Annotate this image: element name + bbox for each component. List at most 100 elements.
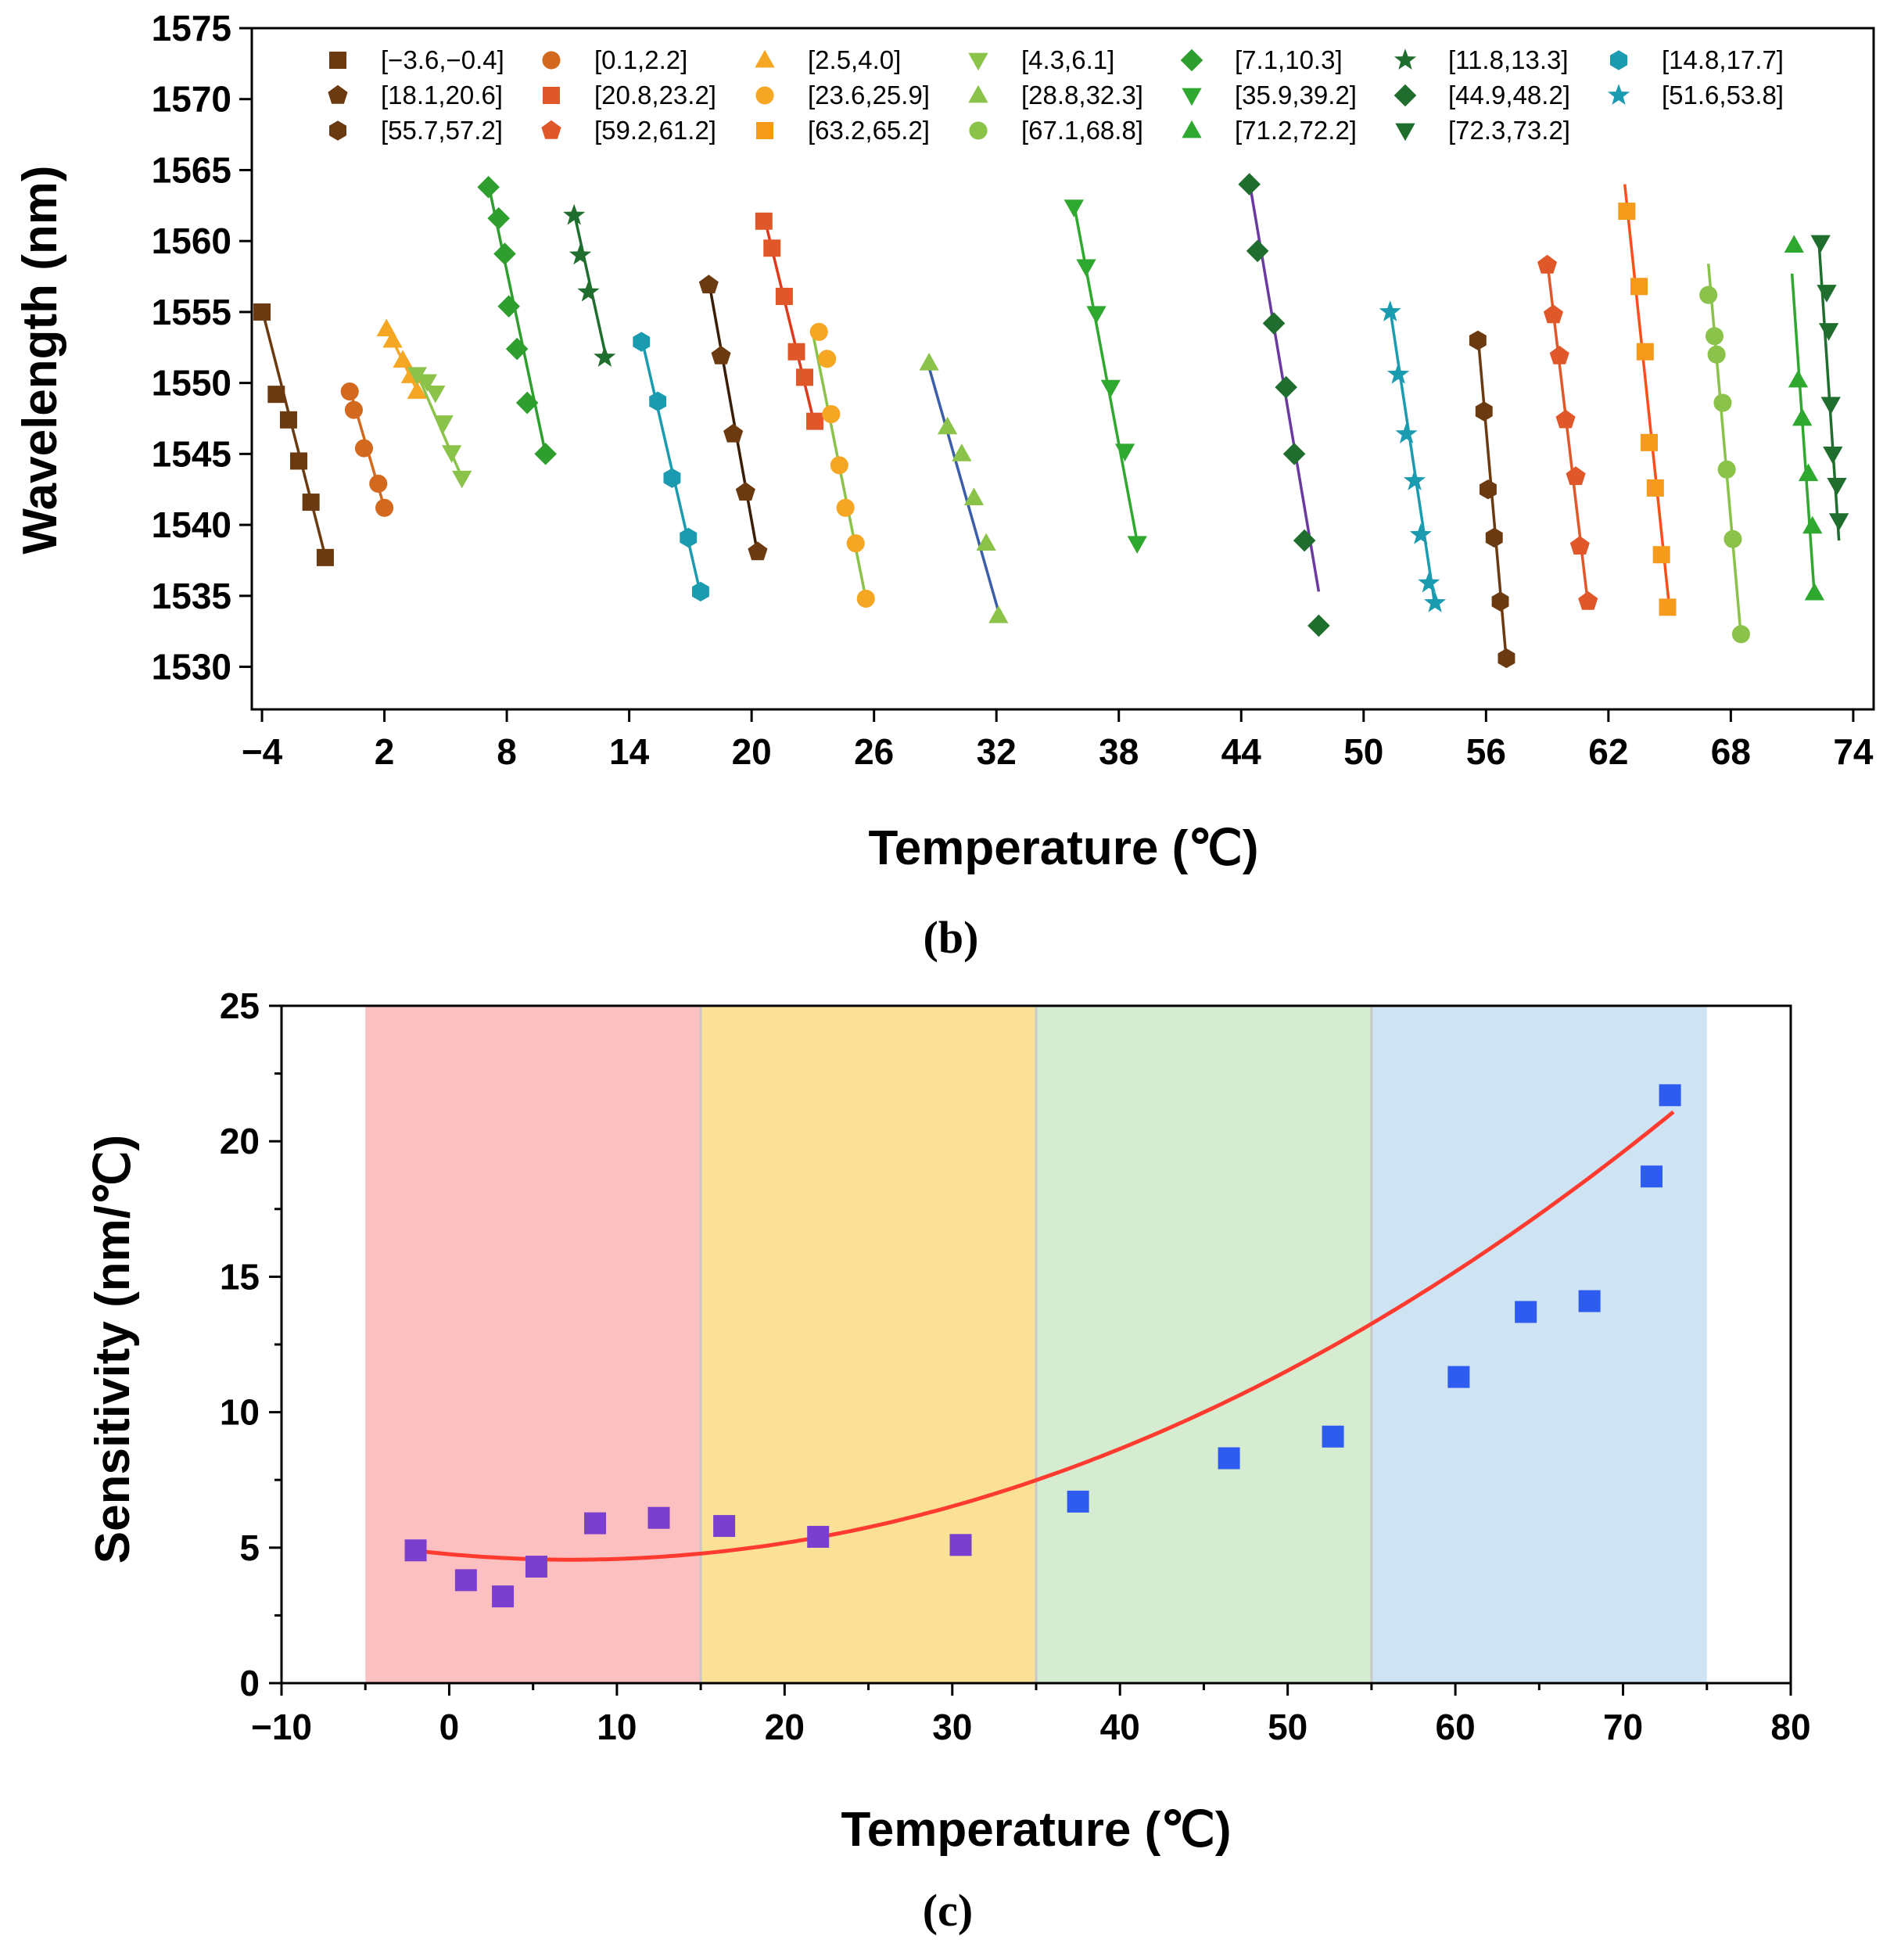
series-7-point: [692, 581, 709, 601]
fit-line-19: [1790, 273, 1817, 596]
x-tick-label: 38: [1099, 731, 1139, 772]
series-18-point: [1705, 327, 1724, 346]
series-8-point: [711, 346, 731, 364]
legend-label: [2.5,4.0]: [808, 45, 901, 74]
series-17-point: [1618, 203, 1636, 221]
series-14-point: [1424, 591, 1447, 612]
series-14-point: [1418, 571, 1440, 593]
panel-b-y-axis-title: Wavelength (nm): [13, 165, 67, 554]
series-16-point: [1569, 536, 1590, 555]
series-9-point: [806, 412, 824, 430]
legend-label: [11.8,13.3]: [1448, 45, 1569, 74]
series-14-point: [1387, 362, 1410, 384]
series-17-point: [1652, 546, 1670, 564]
series-8-point: [735, 482, 755, 501]
series-15-point: [1497, 648, 1515, 669]
y-tick-label: 1555: [152, 292, 231, 332]
series-9-point: [775, 287, 793, 305]
series-13-point: [1246, 239, 1269, 263]
series-12-point: [1063, 199, 1084, 217]
series-11-point: [988, 605, 1009, 623]
panel-b-caption: (b): [924, 912, 979, 963]
sensitivity-point: [1659, 1084, 1681, 1107]
series-12-point: [1086, 306, 1107, 324]
series-13-point: [1293, 529, 1316, 552]
series-2-point: [340, 382, 359, 401]
sensitivity-point: [492, 1585, 515, 1608]
series-2-point: [354, 439, 374, 458]
series-11-point: [937, 416, 958, 435]
x-tick-label: −10: [251, 1707, 312, 1747]
series-16-point: [1537, 254, 1558, 274]
series-14-point: [1379, 300, 1401, 321]
x-tick-label: −4: [242, 731, 283, 772]
x-tick-label: 2: [375, 731, 395, 772]
panel-b-wavelength-chart: −4 2 8 14 20 26 32 38 44 50 56 62 68 74 1530153515401…: [13, 8, 1875, 963]
series-10-point: [822, 405, 841, 424]
series-11-point: [963, 487, 985, 505]
series-20-point: [1810, 235, 1831, 253]
series-8-point: [698, 275, 719, 294]
x-tick-label: 80: [1770, 1707, 1810, 1747]
series-17-point: [1641, 433, 1659, 451]
series-16-point: [1578, 591, 1598, 610]
series-6-point: [577, 280, 600, 302]
panel-c-caption: (c): [923, 1885, 973, 1936]
series-12-point: [1076, 259, 1096, 278]
series-20-point: [1827, 477, 1847, 496]
series-10-point: [856, 589, 875, 608]
legend-label: [18.1,20.6]: [381, 81, 503, 109]
series-12-point: [1114, 443, 1135, 461]
series-1-point: [279, 411, 297, 429]
x-tick-label: 74: [1833, 731, 1874, 772]
series-6-point: [569, 243, 592, 265]
panel-b-y-ticks: 1530 1535 1540 1545 1550 1555 1560 1565 1570 1575: [152, 8, 252, 687]
legend-label: [55.7,57.2]: [381, 116, 503, 145]
sensitivity-point: [1322, 1425, 1344, 1448]
series-1-point: [290, 452, 308, 470]
sensitivity-point: [525, 1556, 547, 1578]
series-19-point: [1798, 463, 1819, 482]
series-13-point: [1282, 443, 1306, 465]
series-5-point: [505, 337, 529, 361]
series-17-point: [1646, 479, 1664, 497]
y-tick-label: 1535: [152, 576, 231, 616]
x-tick-label: 30: [932, 1707, 972, 1747]
series-4-point: [442, 445, 462, 463]
legend-marker: [968, 84, 988, 103]
fit-line-5: [486, 184, 547, 454]
fit-line-18: [1706, 264, 1743, 637]
legend-label: [51.6,53.8]: [1662, 81, 1784, 109]
series-14-point: [1409, 523, 1432, 544]
panel-c-data-points: [404, 1084, 1681, 1608]
x-tick-label: 50: [1343, 731, 1383, 772]
sensitivity-point: [1067, 1490, 1089, 1513]
series-7-point: [663, 468, 681, 488]
series-7-point: [633, 332, 651, 352]
y-tick-label: 5: [239, 1527, 260, 1568]
panel-b-plot-frame: [250, 27, 1875, 711]
series-10-point: [836, 498, 855, 517]
series-5-point: [497, 295, 521, 318]
legend-label: [71.2,72.2]: [1235, 116, 1357, 145]
panel-c-x-ticks: −10 0 10 20 30 40 50 60 70 80: [251, 1683, 1811, 1747]
series-16-point: [1549, 346, 1569, 364]
x-tick-label: 60: [1436, 1707, 1476, 1747]
fit-line-17: [1623, 184, 1671, 611]
series-14-point: [1403, 469, 1426, 490]
series-3-point: [382, 330, 403, 348]
panel-c-y-axis-title: Sensitivity (nm/℃): [86, 1135, 140, 1564]
series-6-point: [594, 346, 616, 367]
series-15-point: [1491, 591, 1509, 612]
sensitivity-point: [807, 1525, 830, 1548]
series-1-point: [253, 303, 271, 321]
legend-marker: [541, 120, 561, 139]
sensitivity-point: [647, 1506, 670, 1529]
series-3-point: [376, 318, 396, 337]
y-tick-label: 25: [220, 985, 260, 1026]
series-5-point: [515, 391, 539, 415]
x-tick-label: 40: [1100, 1707, 1140, 1747]
legend-marker: [1607, 84, 1630, 105]
x-tick-label: 44: [1221, 731, 1262, 772]
